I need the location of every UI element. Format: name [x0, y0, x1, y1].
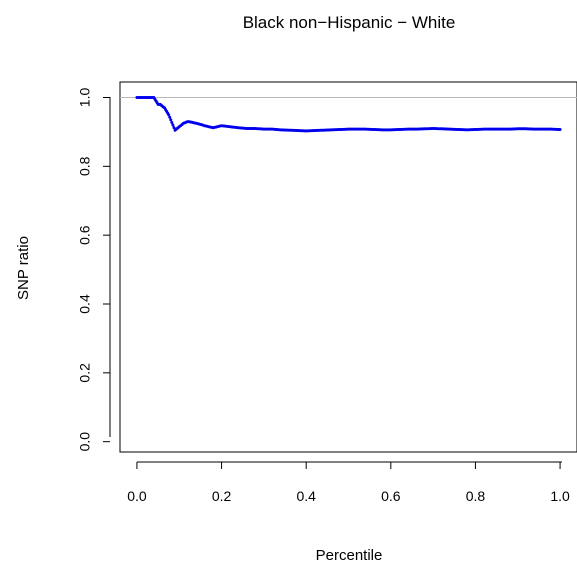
data-points: [135, 95, 562, 133]
data-point: [558, 128, 562, 131]
y-tick-label: 0.4: [77, 294, 93, 314]
y-tick-label: 0.6: [77, 225, 93, 245]
data-point: [171, 123, 175, 127]
x-tick-label: 1.0: [550, 488, 570, 504]
x-tick-label: 0.2: [212, 488, 232, 504]
x-axis-ticks: 0.0 0.2 0.4 0.6 0.8 1.0: [127, 462, 570, 504]
data-point: [169, 118, 173, 122]
x-tick-label: 0.4: [296, 488, 316, 504]
y-axis-label: SNP ratio: [15, 236, 32, 300]
y-tick-label: 0.0: [77, 432, 93, 452]
data-point: [172, 126, 176, 130]
x-tick-label: 0.6: [381, 488, 401, 504]
plot-area: [119, 81, 577, 453]
y-tick-label: 0.8: [77, 156, 93, 176]
data-point: [167, 113, 171, 117]
x-tick-label: 0.0: [127, 488, 147, 504]
x-tick-label: 0.8: [466, 488, 486, 504]
y-tick-label: 1.0: [77, 88, 93, 108]
data-point: [170, 120, 174, 124]
x-axis-label: Percentile: [316, 547, 383, 564]
chart-title: Black non−Hispanic − White: [243, 13, 456, 32]
y-tick-label: 0.2: [77, 363, 93, 383]
y-axis-ticks: 0.0 0.2 0.4 0.6 0.8 1.0: [77, 88, 110, 452]
data-point: [168, 115, 172, 119]
